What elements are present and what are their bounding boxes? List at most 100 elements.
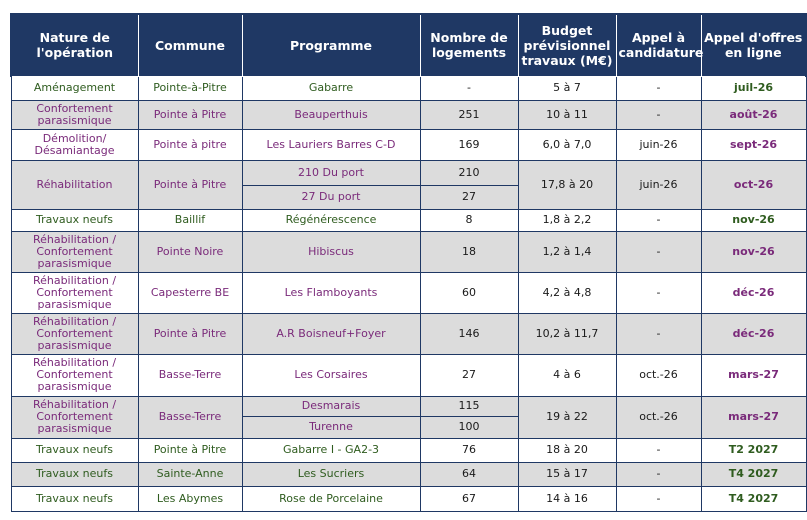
cell-commune: Les Abymes bbox=[137, 485, 243, 513]
header-row: Nature de l'opération Commune Programme … bbox=[10, 13, 807, 77]
cell-budget: 5 à 7 bbox=[517, 75, 617, 101]
cell-commune: Pointe à pitre bbox=[137, 128, 243, 161]
cell-appel-candidature: - bbox=[615, 208, 702, 232]
cell-appel-offres: mars-27 bbox=[700, 354, 807, 397]
header-appel-offres: Appel d'offres en ligne bbox=[700, 13, 807, 77]
cell-nature: Réhabilitation / Confortement parasismiq… bbox=[10, 230, 139, 274]
cell-logements: 27 bbox=[419, 184, 519, 210]
cell-logements: 169 bbox=[419, 128, 519, 161]
cell-budget: 10,2 à 11,7 bbox=[517, 313, 617, 356]
header-nature: Nature de l'opération bbox=[10, 13, 139, 77]
table-row: Aménagement Pointe-à-Pitre Gabarre - 5 à… bbox=[10, 75, 807, 101]
cell-logements: 115 bbox=[419, 395, 519, 417]
cell-programme: Gabarre I - GA2-3 bbox=[241, 437, 421, 463]
cell-appel-offres: T4 2027 bbox=[700, 485, 807, 513]
table-row: Travaux neufs Sainte-Anne Les Sucriers 6… bbox=[10, 461, 807, 487]
operations-table: Nature de l'opération Commune Programme … bbox=[10, 13, 807, 513]
cell-appel-offres: déc-26 bbox=[700, 313, 807, 356]
cell-logements: 8 bbox=[419, 208, 519, 232]
cell-programme: Les Sucriers bbox=[241, 461, 421, 487]
cell-commune: Capesterre BE bbox=[137, 272, 243, 315]
table-row: Travaux neufs Baillif Régénérescence 8 1… bbox=[10, 208, 807, 232]
cell-appel-candidature: - bbox=[615, 313, 702, 356]
cell-budget: 18 à 20 bbox=[517, 437, 617, 463]
cell-appel-candidature: - bbox=[615, 75, 702, 101]
cell-budget: 6,0 à 7,0 bbox=[517, 128, 617, 161]
cell-commune: Sainte-Anne bbox=[137, 461, 243, 487]
cell-appel-candidature: - bbox=[615, 99, 702, 130]
cell-programme: Les Corsaires bbox=[241, 354, 421, 397]
cell-appel-offres: juil-26 bbox=[700, 75, 807, 101]
cell-programme: Régénérescence bbox=[241, 208, 421, 232]
cell-programme: 27 Du port bbox=[241, 184, 421, 210]
cell-logements: 64 bbox=[419, 461, 519, 487]
cell-programme: A.R Boisneuf+Foyer bbox=[241, 313, 421, 356]
cell-appel-candidature: - bbox=[615, 230, 702, 274]
table-subrow: 27 Du port 27 bbox=[11, 184, 806, 210]
table-subrow: Turenne 100 bbox=[11, 415, 806, 439]
cell-programme: 210 Du port bbox=[241, 159, 421, 186]
header-commune: Commune bbox=[137, 13, 243, 77]
cell-budget: 1,2 à 1,4 bbox=[517, 230, 617, 274]
cell-logements: 76 bbox=[419, 437, 519, 463]
cell-budget: 10 à 11 bbox=[517, 99, 617, 130]
cell-logements: - bbox=[419, 75, 519, 101]
cell-commune: Pointe à Pitre bbox=[137, 313, 243, 356]
cell-budget: 17,8 à 20 bbox=[517, 159, 617, 210]
cell-nature: Travaux neufs bbox=[10, 461, 139, 487]
cell-appel-offres: oct-26 bbox=[700, 159, 807, 210]
table-row: Réhabilitation Pointe à Pitre 210 Du por… bbox=[10, 159, 807, 210]
cell-programme: Beauperthuis bbox=[241, 99, 421, 130]
cell-nature: Réhabilitation bbox=[10, 159, 139, 210]
cell-logements: 100 bbox=[419, 415, 519, 439]
cell-appel-candidature: - bbox=[615, 437, 702, 463]
cell-budget: 19 à 22 bbox=[517, 395, 617, 439]
cell-nature: Travaux neufs bbox=[10, 485, 139, 513]
cell-programme: Les Flamboyants bbox=[241, 272, 421, 315]
cell-logements: 210 bbox=[419, 159, 519, 186]
cell-appel-offres: sept-26 bbox=[700, 128, 807, 161]
table-row: Réhabilitation / Confortement parasismiq… bbox=[10, 272, 807, 315]
cell-commune: Pointe à Pitre bbox=[137, 159, 243, 210]
cell-appel-offres: déc-26 bbox=[700, 272, 807, 315]
cell-appel-candidature: oct.-26 bbox=[615, 395, 702, 439]
table-row: Réhabilitation / Confortement parasismiq… bbox=[10, 230, 807, 274]
header-logements: Nombre de logements bbox=[419, 13, 519, 77]
cell-appel-candidature: juin-26 bbox=[615, 128, 702, 161]
cell-budget: 4,2 à 4,8 bbox=[517, 272, 617, 315]
cell-programme: Gabarre bbox=[241, 75, 421, 101]
table-row: Réhabilitation / Confortement parasismiq… bbox=[10, 395, 807, 439]
cell-appel-candidature: - bbox=[615, 461, 702, 487]
cell-nature: Confortement parasismique bbox=[10, 99, 139, 130]
cell-logements: 146 bbox=[419, 313, 519, 356]
header-budget: Budget prévisionnel travaux (M€) bbox=[517, 13, 617, 77]
table-row: Travaux neufs Pointe à Pitre Gabarre I -… bbox=[10, 437, 807, 463]
cell-nature: Aménagement bbox=[10, 75, 139, 101]
cell-appel-offres: T4 2027 bbox=[700, 461, 807, 487]
cell-appel-offres: T2 2027 bbox=[700, 437, 807, 463]
table-row: Confortement parasismique Pointe à Pitre… bbox=[10, 99, 807, 130]
cell-nature: Réhabilitation / Confortement parasismiq… bbox=[10, 354, 139, 397]
cell-appel-candidature: - bbox=[615, 485, 702, 513]
cell-programme: Les Lauriers Barres C-D bbox=[241, 128, 421, 161]
cell-programme: Desmarais bbox=[241, 395, 421, 417]
cell-nature: Réhabilitation / Confortement parasismiq… bbox=[10, 272, 139, 315]
cell-logements: 60 bbox=[419, 272, 519, 315]
table-row: Démolition/ Désamiantage Pointe à pitre … bbox=[10, 128, 807, 161]
cell-appel-offres: nov-26 bbox=[700, 230, 807, 274]
cell-nature: Travaux neufs bbox=[10, 208, 139, 232]
cell-appel-offres: nov-26 bbox=[700, 208, 807, 232]
cell-logements: 27 bbox=[419, 354, 519, 397]
cell-commune: Pointe Noire bbox=[137, 230, 243, 274]
cell-nature: Réhabilitation / Confortement parasismiq… bbox=[10, 395, 139, 439]
cell-budget: 1,8 à 2,2 bbox=[517, 208, 617, 232]
cell-commune: Baillif bbox=[137, 208, 243, 232]
table-row: Réhabilitation / Confortement parasismiq… bbox=[10, 354, 807, 397]
cell-nature: Réhabilitation / Confortement parasismiq… bbox=[10, 313, 139, 356]
table-row: Travaux neufs Les Abymes Rose de Porcela… bbox=[10, 485, 807, 513]
header-programme: Programme bbox=[241, 13, 421, 77]
cell-programme: Rose de Porcelaine bbox=[241, 485, 421, 513]
cell-nature: Travaux neufs bbox=[10, 437, 139, 463]
cell-appel-offres: août-26 bbox=[700, 99, 807, 130]
cell-programme: Turenne bbox=[241, 415, 421, 439]
